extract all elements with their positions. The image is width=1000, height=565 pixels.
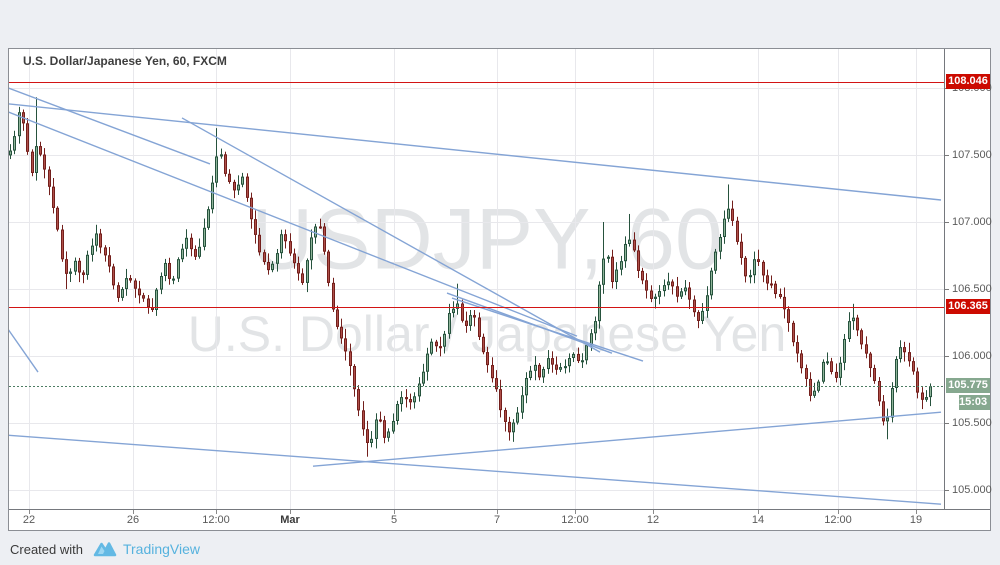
tradingview-brand-link[interactable]: TradingView <box>122 541 201 557</box>
countdown-badge: 15:03 <box>959 395 990 410</box>
price-tick-mark <box>945 423 949 424</box>
price-axis-label: 107.500 <box>952 149 992 161</box>
chart-container[interactable]: U.S. Dollar/Japanese Yen, 60, FXCM 108.0… <box>8 48 992 531</box>
time-tick-mark <box>916 510 917 514</box>
time-tick-mark <box>290 510 291 514</box>
price-tick-mark <box>945 155 949 156</box>
chart-title: U.S. Dollar/Japanese Yen, 60, FXCM <box>23 54 227 68</box>
time-tick-mark <box>653 510 654 514</box>
time-axis-label: 14 <box>751 514 765 526</box>
price-chart-canvas[interactable] <box>9 49 944 509</box>
created-with-label: Created with <box>10 541 83 557</box>
time-axis[interactable]: 22 26 12:00 Mar 5 7 12:00 12 14 12:00 19 <box>9 509 990 530</box>
time-axis-label: 26 <box>126 514 140 526</box>
price-axis-label: 105.000 <box>952 484 992 496</box>
time-axis-label: 12 <box>646 514 660 526</box>
price-level-badge: 105.775 <box>946 378 990 393</box>
price-level-badge: 106.365 <box>946 299 990 314</box>
time-tick-mark <box>575 510 576 514</box>
price-axis-label: 107.000 <box>952 216 992 228</box>
time-tick-mark <box>29 510 30 514</box>
price-axis-label: 105.500 <box>952 417 992 429</box>
price-axis-label: 106.500 <box>952 283 992 295</box>
time-tick-mark <box>133 510 134 514</box>
price-tick-mark <box>945 289 949 290</box>
price-tick-mark <box>945 490 949 491</box>
time-tick-mark <box>758 510 759 514</box>
time-axis-label: 7 <box>493 514 501 526</box>
time-axis-label: 5 <box>390 514 398 526</box>
time-axis-label: 19 <box>909 514 923 526</box>
time-axis-label: 12:00 <box>202 514 230 526</box>
price-axis[interactable]: 108.000107.500107.000106.500106.000105.5… <box>944 49 992 509</box>
price-tick-mark <box>945 222 949 223</box>
time-axis-label: 12:00 <box>561 514 589 526</box>
time-tick-mark <box>394 510 395 514</box>
time-axis-label: 22 <box>22 514 36 526</box>
time-tick-mark <box>497 510 498 514</box>
price-tick-mark <box>945 356 949 357</box>
time-axis-label: 12:00 <box>824 514 852 526</box>
price-level-badge: 108.046 <box>946 74 990 89</box>
time-tick-mark <box>838 510 839 514</box>
price-axis-label: 106.000 <box>952 350 992 362</box>
time-tick-mark <box>216 510 217 514</box>
time-axis-label: Mar <box>280 514 300 526</box>
tradingview-logo-icon <box>93 542 117 557</box>
attribution-bar: Created with TradingView <box>10 538 200 560</box>
